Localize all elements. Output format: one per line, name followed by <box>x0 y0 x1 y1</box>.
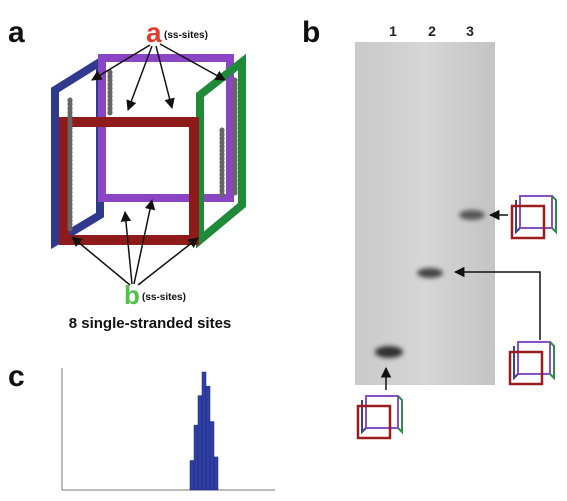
cube-icon <box>510 342 554 384</box>
site-letter: a <box>146 17 162 48</box>
histogram-bar <box>198 396 202 490</box>
histogram-bar <box>214 457 218 490</box>
cube-icon <box>358 396 402 438</box>
histogram-bar <box>194 425 198 490</box>
histogram-bar <box>202 372 206 490</box>
histogram-bar <box>206 386 210 490</box>
lanes: 1 2 3 <box>389 23 474 39</box>
page: { "panel_a": { "label": "a", "top_site_l… <box>0 0 567 501</box>
caption: 8 single-stranded sites <box>69 315 232 332</box>
histogram-bar <box>210 422 214 490</box>
histogram-axes <box>62 368 275 490</box>
panel-label: a <box>8 16 25 49</box>
histogram-bar <box>190 461 194 491</box>
histogram <box>190 372 218 490</box>
panel-label: b <box>302 16 320 49</box>
lane-label: 2 <box>428 23 436 39</box>
lane-label: 1 <box>389 23 397 39</box>
cube-icon <box>512 196 556 238</box>
site-note: (ss-sites) <box>142 292 186 303</box>
figure: a a (ss-sites) b (ss-sites) 8 single-str… <box>0 0 567 501</box>
site-note: (ss-sites) <box>164 30 208 41</box>
site-letter: b <box>124 280 140 310</box>
panel-label: c <box>8 360 25 393</box>
lane-label: 3 <box>466 23 474 39</box>
